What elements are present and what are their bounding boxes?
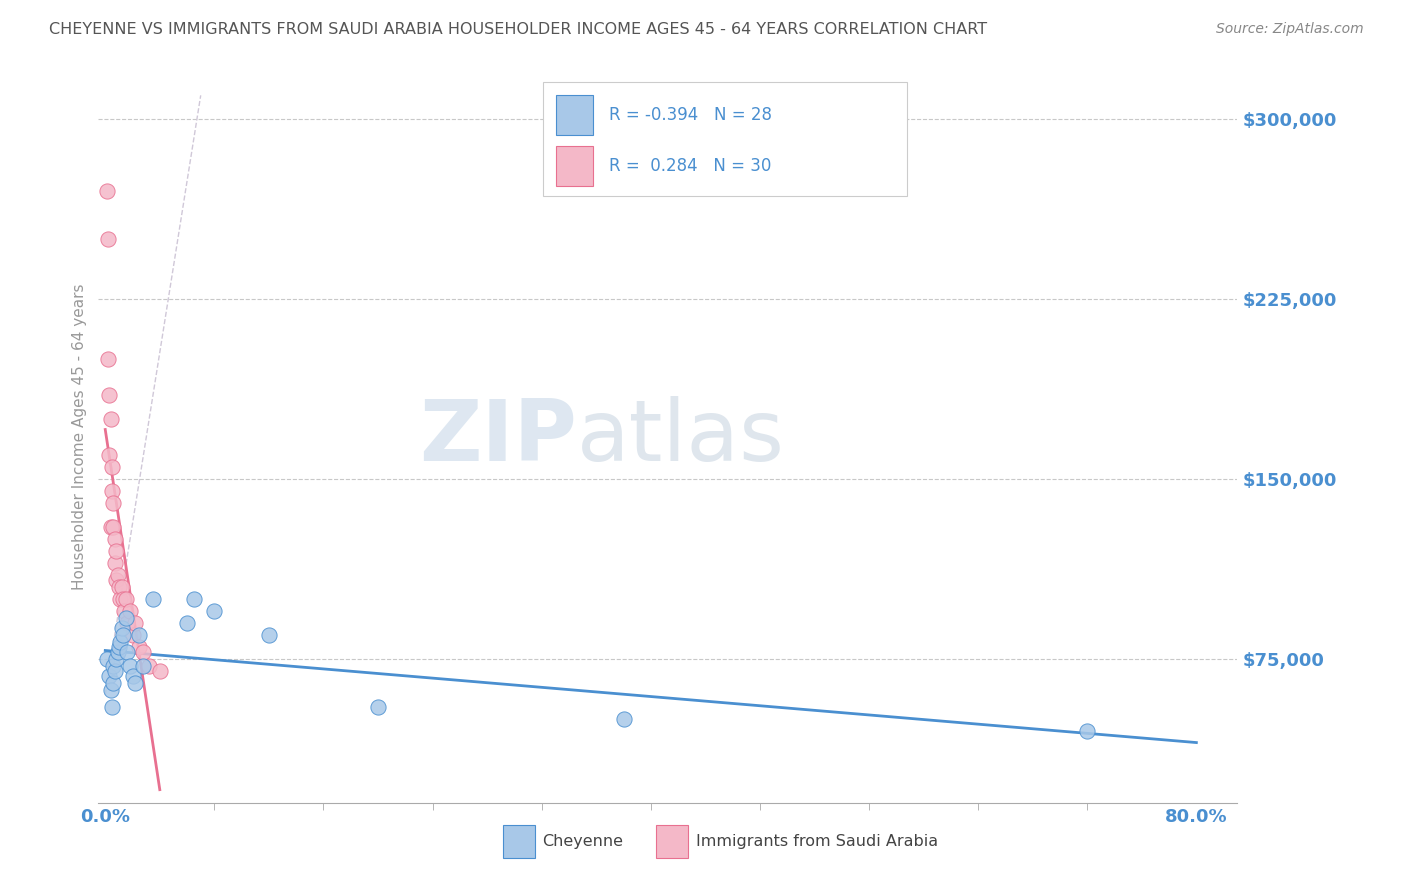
Point bbox=[132, 645, 155, 659]
Point bbox=[100, 520, 122, 534]
Point bbox=[202, 604, 225, 618]
Point bbox=[111, 591, 134, 606]
Point bbox=[97, 352, 120, 367]
Point bbox=[107, 645, 129, 659]
Point bbox=[612, 712, 634, 726]
Point bbox=[142, 591, 165, 606]
Point bbox=[183, 591, 205, 606]
Text: CHEYENNE VS IMMIGRANTS FROM SAUDI ARABIA HOUSEHOLDER INCOME AGES 45 - 64 YEARS C: CHEYENNE VS IMMIGRANTS FROM SAUDI ARABIA… bbox=[49, 22, 987, 37]
Point bbox=[118, 659, 141, 673]
Point bbox=[98, 448, 121, 462]
Point bbox=[98, 669, 121, 683]
Point bbox=[114, 611, 136, 625]
FancyBboxPatch shape bbox=[557, 146, 593, 186]
Point bbox=[128, 628, 150, 642]
Point bbox=[108, 640, 131, 654]
Text: Source: ZipAtlas.com: Source: ZipAtlas.com bbox=[1216, 22, 1364, 37]
Point bbox=[107, 568, 129, 582]
Point bbox=[118, 604, 141, 618]
Point bbox=[103, 676, 125, 690]
Point bbox=[367, 699, 389, 714]
Point bbox=[101, 699, 124, 714]
FancyBboxPatch shape bbox=[543, 82, 907, 195]
FancyBboxPatch shape bbox=[557, 95, 593, 135]
Point bbox=[114, 591, 136, 606]
Point bbox=[103, 659, 125, 673]
Point bbox=[101, 483, 124, 498]
Point bbox=[1076, 723, 1098, 738]
Point bbox=[103, 496, 125, 510]
Text: ZIP: ZIP bbox=[419, 395, 576, 479]
Text: R =  0.284   N = 30: R = 0.284 N = 30 bbox=[609, 157, 770, 175]
Point bbox=[100, 683, 122, 698]
Point bbox=[115, 615, 138, 630]
Text: R = -0.394   N = 28: R = -0.394 N = 28 bbox=[609, 105, 772, 123]
Point bbox=[138, 659, 160, 673]
Point bbox=[121, 628, 143, 642]
Point bbox=[101, 460, 124, 475]
Text: Immigrants from Saudi Arabia: Immigrants from Saudi Arabia bbox=[696, 834, 938, 849]
Point bbox=[100, 412, 122, 426]
Point bbox=[96, 652, 118, 666]
Point bbox=[96, 184, 118, 198]
Point bbox=[110, 580, 132, 594]
Point bbox=[104, 664, 127, 678]
Point bbox=[97, 232, 120, 246]
Point bbox=[149, 664, 172, 678]
Text: Cheyenne: Cheyenne bbox=[543, 834, 624, 849]
Point bbox=[103, 520, 125, 534]
Point bbox=[105, 652, 128, 666]
Point bbox=[121, 669, 143, 683]
Text: atlas: atlas bbox=[576, 395, 785, 479]
Point bbox=[176, 615, 198, 630]
Point bbox=[128, 640, 150, 654]
Point bbox=[110, 591, 132, 606]
Point bbox=[110, 621, 132, 635]
Point bbox=[124, 676, 146, 690]
Point bbox=[115, 645, 138, 659]
Point bbox=[110, 635, 132, 649]
Point bbox=[108, 580, 131, 594]
Y-axis label: Householder Income Ages 45 - 64 years: Householder Income Ages 45 - 64 years bbox=[72, 284, 87, 591]
Point bbox=[104, 556, 127, 570]
Point bbox=[257, 628, 280, 642]
FancyBboxPatch shape bbox=[657, 825, 689, 858]
Point bbox=[98, 388, 121, 402]
Point bbox=[132, 659, 155, 673]
Point bbox=[112, 604, 135, 618]
Point bbox=[104, 532, 127, 546]
Point bbox=[105, 573, 128, 587]
Point bbox=[111, 628, 134, 642]
FancyBboxPatch shape bbox=[503, 825, 534, 858]
Point bbox=[105, 544, 128, 558]
Point bbox=[124, 615, 146, 630]
